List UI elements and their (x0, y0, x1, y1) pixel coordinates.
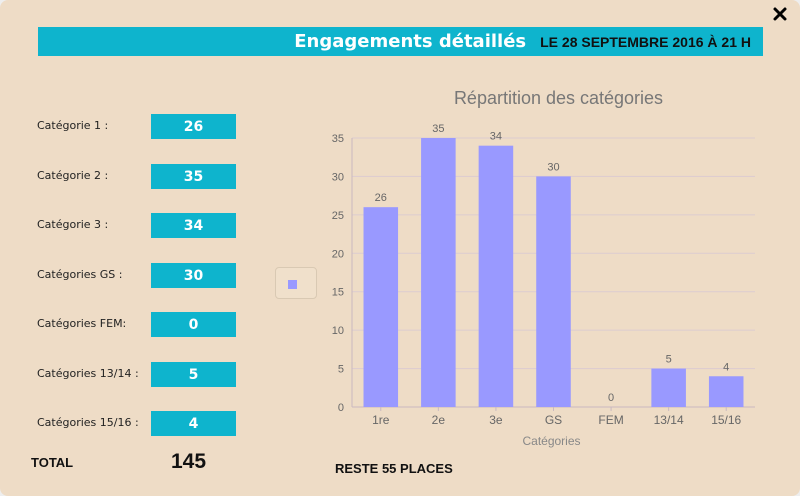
y-tick-label: 5 (338, 364, 344, 376)
close-button[interactable] (770, 4, 790, 24)
x-tick-label: 13/14 (654, 413, 684, 427)
bar (363, 207, 399, 407)
bar (478, 145, 514, 407)
chart-legend[interactable] (275, 267, 317, 299)
category-row: Catégories 15/16 : 4 (37, 411, 257, 437)
x-tick-label: 1re (372, 413, 390, 427)
y-tick-label: 0 (338, 402, 344, 414)
event-date: LE 28 SEPTEMBRE 2016 À 21 H (540, 33, 751, 50)
x-axis-label: Catégories (522, 434, 580, 448)
y-tick-label: 30 (332, 171, 344, 183)
category-label: Catégories FEM: (37, 317, 127, 330)
y-tick-label: 35 (332, 133, 344, 145)
bar (536, 176, 571, 407)
category-row: Catégorie 1 : 26 (37, 114, 257, 140)
category-label: Catégorie 1 : (37, 119, 109, 132)
data-label: 5 (666, 354, 672, 366)
data-label: 34 (490, 131, 502, 143)
data-label: 4 (723, 361, 729, 373)
y-tick-label: 20 (332, 248, 344, 260)
header-bar: Engagements détaillés LE 28 SEPTEMBRE 20… (38, 27, 763, 56)
data-label: 26 (375, 192, 387, 204)
y-tick-label: 15 (332, 287, 344, 299)
category-row: Catégories GS : 30 (37, 263, 257, 289)
x-tick-label: 2e (432, 413, 446, 427)
y-tick-label: 25 (332, 210, 344, 222)
category-label: Catégorie 3 : (37, 218, 109, 231)
bar (651, 368, 686, 407)
bar (421, 138, 456, 407)
category-label: Catégories 15/16 : (37, 416, 139, 429)
y-tick-label: 10 (332, 325, 344, 337)
bar (708, 376, 744, 407)
data-label: 0 (608, 392, 614, 404)
data-label: 30 (547, 161, 559, 173)
x-tick-label: 15/16 (711, 413, 741, 427)
category-count: 34 (151, 213, 236, 238)
x-tick-label: 3e (489, 413, 503, 427)
category-count: 4 (151, 411, 236, 436)
category-label: Catégories 13/14 : (37, 367, 139, 380)
total-value: 145 (171, 450, 207, 473)
category-label: Catégorie 2 : (37, 169, 109, 182)
x-tick-label: GS (545, 413, 562, 427)
category-row: Catégorie 3 : 34 (37, 213, 257, 239)
legend-swatch (288, 280, 297, 289)
category-count: 5 (151, 362, 236, 387)
category-count: 35 (151, 164, 236, 189)
category-row: Catégories FEM: 0 (37, 312, 257, 338)
dialog-title: Engagements détaillés (294, 31, 527, 52)
total-label: TOTAL (31, 455, 74, 470)
remaining-places: RESTE 55 PLACES (335, 461, 453, 476)
category-count: 26 (151, 114, 236, 139)
category-row: Catégorie 2 : 35 (37, 164, 257, 190)
category-row: Catégories 13/14 : 5 (37, 362, 257, 388)
chart-title: Répartition des catégories (454, 88, 663, 108)
category-count: 30 (151, 263, 236, 288)
category-label: Catégories GS : (37, 268, 123, 281)
x-tick-label: FEM (598, 413, 623, 427)
category-count: 0 (151, 312, 236, 337)
data-label: 35 (432, 123, 444, 135)
close-icon (773, 7, 787, 21)
